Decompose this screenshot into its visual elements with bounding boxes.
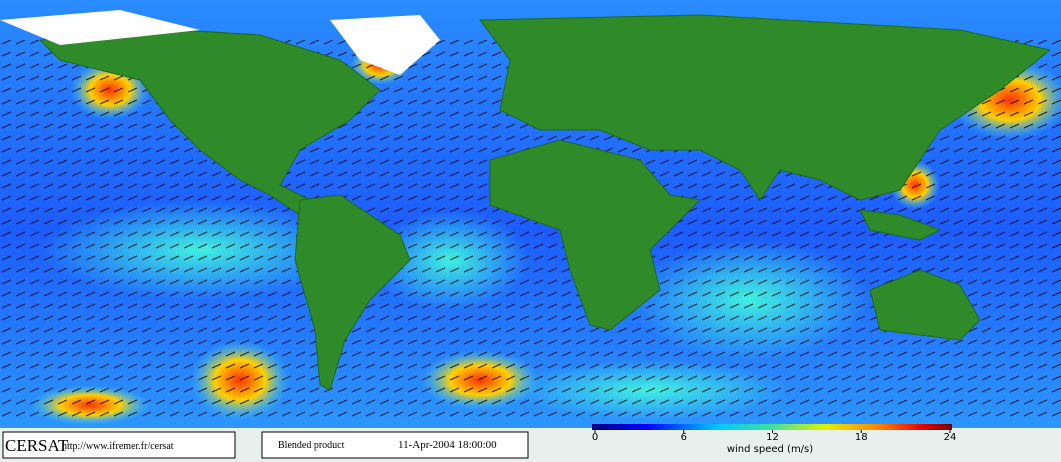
logo: CERSAT — [5, 436, 69, 455]
colorbar-tick-label: 12 — [766, 432, 779, 443]
product: Blended product — [278, 440, 345, 451]
logo-box — [2, 431, 236, 459]
colorbar-tick-label: 18 — [855, 432, 868, 443]
info-box — [261, 431, 529, 459]
colorbar-label: wind speed (m/s) — [727, 444, 813, 455]
colorbar-tick-label: 6 — [681, 432, 687, 443]
colorbar — [592, 424, 952, 430]
date: 11-Apr-2004 18:00:00 — [398, 439, 497, 451]
url: http://www.ifremer.fr/cersat — [62, 441, 174, 452]
continents — [38, 14, 1052, 391]
colorbar-tick-label: 24 — [944, 432, 957, 443]
arctic — [0, 10, 200, 45]
colorbar-ticks: 0 6 12 18 24 — [592, 430, 957, 443]
colorbar-tick-label: 0 — [592, 432, 598, 443]
greenland — [330, 15, 440, 75]
